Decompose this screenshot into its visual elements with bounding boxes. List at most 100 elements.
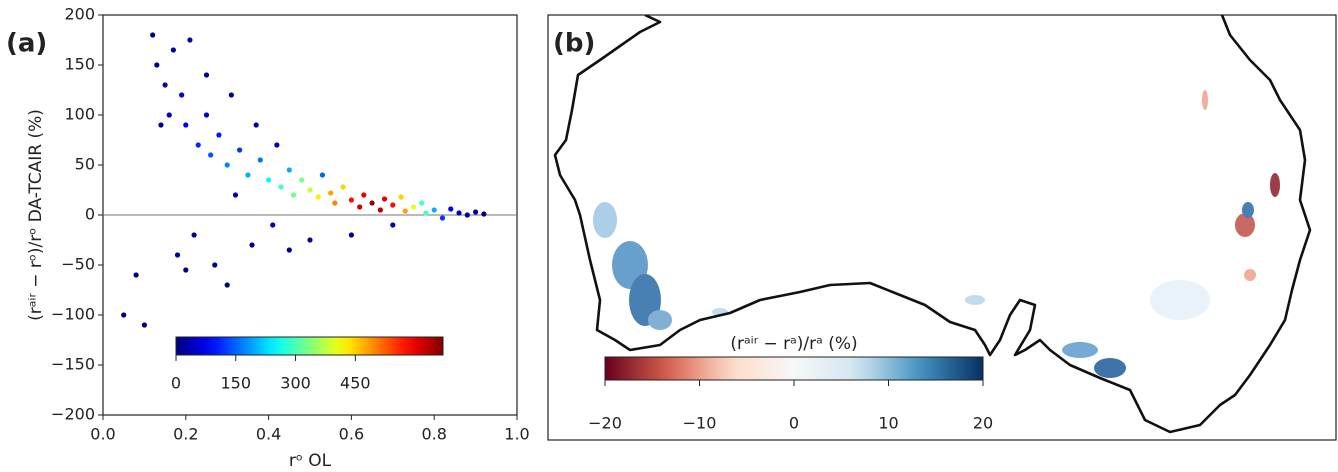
point xyxy=(245,172,251,178)
colorbar-tick-label: 0 xyxy=(789,414,799,433)
colorbar xyxy=(604,356,984,381)
point xyxy=(183,122,189,128)
point xyxy=(141,322,147,328)
colorbar-tick-label: 20 xyxy=(973,414,993,433)
point xyxy=(187,37,193,43)
y-tick-label: −100 xyxy=(51,305,95,324)
point xyxy=(274,142,280,148)
point xyxy=(162,82,168,88)
map xyxy=(553,15,1312,434)
point xyxy=(419,200,425,206)
point xyxy=(439,215,446,221)
y-tick-label: −200 xyxy=(51,405,95,424)
y-tick-label: 0 xyxy=(85,205,95,224)
y-axis-title: (rᵃⁱʳ − rᵒ)/rᵒ DA-TCAIR (%) xyxy=(26,109,46,321)
point xyxy=(158,122,164,128)
point xyxy=(212,262,218,268)
point xyxy=(191,232,197,238)
point xyxy=(464,212,470,218)
point xyxy=(332,200,338,206)
point xyxy=(377,207,383,213)
point xyxy=(179,92,185,98)
point xyxy=(208,152,214,158)
point xyxy=(228,92,234,98)
point xyxy=(348,232,354,238)
point xyxy=(473,209,479,215)
colorbar xyxy=(175,336,444,356)
point xyxy=(319,172,326,178)
point xyxy=(456,210,462,216)
map-frame xyxy=(547,14,1337,441)
point xyxy=(357,204,363,210)
colorbar-tick-label: 0 xyxy=(171,374,181,393)
point xyxy=(348,197,354,203)
x-axis-title: rᵒ OL xyxy=(289,451,332,471)
point xyxy=(249,242,255,248)
point xyxy=(390,222,396,228)
point xyxy=(299,177,305,183)
point xyxy=(307,237,313,243)
colorbar-tick-label: −20 xyxy=(588,414,622,433)
x-tick-label: 1.0 xyxy=(504,425,529,444)
point xyxy=(237,147,243,153)
colorbar-tick-label: −10 xyxy=(683,414,717,433)
point xyxy=(203,72,210,78)
point xyxy=(195,142,201,148)
point xyxy=(328,190,334,196)
point xyxy=(174,252,181,258)
point xyxy=(232,192,239,198)
map-field xyxy=(593,90,1280,378)
colorbar-title: (rᵃⁱʳ − rᵃ)/rᵃ (%) xyxy=(730,334,857,354)
point xyxy=(361,192,367,198)
point xyxy=(166,112,172,118)
point xyxy=(307,187,313,193)
panel-label: (b) xyxy=(553,29,595,59)
y-tick-label: −150 xyxy=(51,355,95,374)
point xyxy=(170,47,176,53)
point xyxy=(448,206,454,212)
point xyxy=(423,210,429,216)
point xyxy=(257,157,263,163)
point xyxy=(402,208,408,214)
point xyxy=(286,167,292,173)
point xyxy=(381,196,388,202)
point xyxy=(390,202,396,208)
point xyxy=(278,184,284,190)
point xyxy=(121,312,127,318)
point xyxy=(290,192,297,198)
point xyxy=(410,204,417,210)
coastline xyxy=(553,15,1312,434)
x-tick-label: 0.6 xyxy=(339,425,364,444)
point xyxy=(315,194,321,200)
point xyxy=(270,222,276,228)
y-tick-label: 150 xyxy=(64,55,95,74)
point xyxy=(286,247,292,253)
panel-label: (a) xyxy=(6,29,47,59)
point xyxy=(481,211,487,217)
y-tick-label: −50 xyxy=(61,255,95,274)
point xyxy=(133,272,139,278)
point xyxy=(340,184,346,190)
x-tick-label: 0.4 xyxy=(256,425,281,444)
point xyxy=(253,122,259,128)
colorbar-tick-label: 300 xyxy=(280,374,311,393)
x-tick-label: 0.8 xyxy=(421,425,446,444)
point xyxy=(224,282,230,288)
point xyxy=(203,112,210,118)
x-tick-label: 0.2 xyxy=(173,425,198,444)
colorbar-tick-label: 10 xyxy=(878,414,898,433)
point xyxy=(150,32,156,38)
point xyxy=(266,177,272,183)
point xyxy=(398,194,404,200)
colorbar-tick-label: 150 xyxy=(221,374,252,393)
point xyxy=(224,162,230,168)
point xyxy=(369,200,375,206)
y-tick-label: 200 xyxy=(64,5,95,24)
point xyxy=(154,62,160,68)
colorbar-tick-label: 450 xyxy=(340,374,371,393)
y-tick-label: 100 xyxy=(64,105,95,124)
point xyxy=(431,207,437,213)
point xyxy=(216,132,222,138)
point xyxy=(183,267,189,273)
